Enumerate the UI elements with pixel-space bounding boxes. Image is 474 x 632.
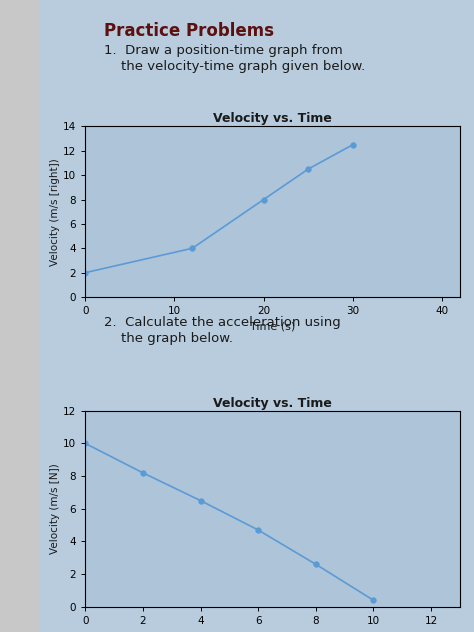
X-axis label: Time (s): Time (s) <box>250 631 295 632</box>
Text: the velocity-time graph given below.: the velocity-time graph given below. <box>104 60 365 73</box>
Text: the graph below.: the graph below. <box>104 332 233 345</box>
Title: Velocity vs. Time: Velocity vs. Time <box>213 112 332 125</box>
Text: Practice Problems: Practice Problems <box>104 22 274 40</box>
Y-axis label: Velocity (m/s [right]): Velocity (m/s [right]) <box>50 158 60 265</box>
X-axis label: Time (s): Time (s) <box>250 322 295 332</box>
Y-axis label: Velocity (m/s [N]): Velocity (m/s [N]) <box>50 463 60 554</box>
Text: 2.  Calculate the acceleration using: 2. Calculate the acceleration using <box>104 316 341 329</box>
Text: 1.  Draw a position-time graph from: 1. Draw a position-time graph from <box>104 44 343 58</box>
Title: Velocity vs. Time: Velocity vs. Time <box>213 397 332 410</box>
